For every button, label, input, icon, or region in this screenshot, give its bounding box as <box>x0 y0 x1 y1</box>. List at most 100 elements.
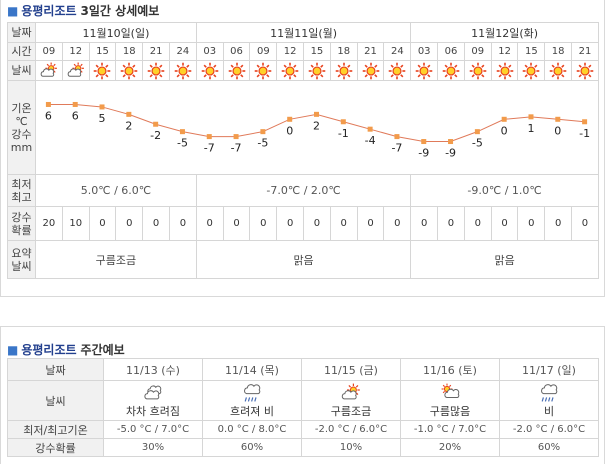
prob-cell: 0 <box>571 206 599 241</box>
partly-cloudy-icon <box>61 60 90 81</box>
temperature-label: 2 <box>125 119 132 132</box>
sun-icon <box>490 60 519 81</box>
temperature-point <box>179 129 185 135</box>
sun-icon <box>329 60 358 81</box>
prob-cell: 0 <box>195 206 224 241</box>
rain-icon <box>204 383 301 403</box>
weekly-minmax: -2.0 °C / 6.0°C <box>301 420 401 439</box>
temperature-label: -7 <box>391 142 402 155</box>
weekly-prob: 20% <box>400 438 500 457</box>
weekly-date: 11/17 (일) <box>499 358 599 381</box>
temperature-label: -2 <box>150 129 161 142</box>
weekly-prob-label: 강수확률 <box>7 438 104 457</box>
hour-cell: 18 <box>544 42 573 61</box>
weekly-weather-text: 차차 흐려짐 <box>125 404 181 418</box>
temperature-label: 0 <box>286 124 293 137</box>
weekly-minmax: 0.0 °C / 8.0°C <box>202 420 302 439</box>
prob-cell: 0 <box>437 206 465 241</box>
day-minmax: 5.0℃ / 6.0℃ <box>35 174 197 207</box>
title-bullet-icon: ■ <box>7 4 19 18</box>
hour-cell: 24 <box>383 42 412 61</box>
temperature-label: 0 <box>501 124 508 137</box>
weekly-minmax-row: 최저/최고기온 -5.0 °C / 7.0°C 0.0 °C / 8.0°C -2.… <box>7 420 599 439</box>
temperature-point <box>206 134 212 140</box>
prob-cell: 0 <box>356 206 385 241</box>
day-minmax: -7.0℃ / 2.0℃ <box>195 174 412 207</box>
day-summary: 맑음 <box>410 240 599 279</box>
day-summary: 맑음 <box>195 240 412 279</box>
sun-icon <box>168 60 197 81</box>
temperature-label: -4 <box>365 134 376 147</box>
hour-cell: 03 <box>410 42 439 61</box>
weekly-minmax: -5.0 °C / 7.0°C <box>103 420 203 439</box>
sun-icon <box>356 60 385 81</box>
hour-cell: 15 <box>88 42 117 61</box>
temperature-label: -1 <box>338 127 349 140</box>
sun-icon <box>276 60 305 81</box>
prob-cell: 0 <box>490 206 519 241</box>
temperature-point <box>340 119 346 125</box>
prob-cell: 0 <box>276 206 305 241</box>
temperature-point <box>287 116 293 122</box>
hour-cell: 03 <box>195 42 224 61</box>
hour-cell: 21 <box>142 42 170 61</box>
sun-icon <box>383 60 412 81</box>
summary-row: 요약 날씨 구름조금 맑음 맑음 <box>7 240 599 279</box>
weekly-weather: 비 <box>499 380 599 421</box>
temperature-point <box>367 126 373 132</box>
weekly-weather-text: 비 <box>543 404 555 418</box>
prob-cell: 0 <box>329 206 358 241</box>
prob-cell: 0 <box>115 206 144 241</box>
day-date: 11월10일(일) <box>35 22 197 43</box>
minmax-row: 최저 최고 5.0℃ / 6.0℃ -7.0℃ / 2.0℃ -9.0℃ / 1… <box>7 174 599 207</box>
time-label: 시간 <box>7 42 36 61</box>
temperature-point <box>555 116 561 122</box>
weekly-prob: 10% <box>301 438 401 457</box>
weekly-prob-row: 강수확률 30% 60% 10% 20% 60% <box>7 438 599 457</box>
temperature-label: 0 <box>554 124 561 137</box>
weekly-date-label: 날짜 <box>7 358 104 381</box>
temperature-point <box>233 134 239 140</box>
sun-icon <box>517 60 546 81</box>
weekly-weather-row: 날씨 차차 흐려짐 흐려져 비 구름조금 구름많음 비 <box>7 380 599 421</box>
sun-icon <box>437 60 465 81</box>
hour-cell: 06 <box>437 42 465 61</box>
temperature-point <box>501 116 507 122</box>
temperature-label: 2 <box>313 119 320 132</box>
prob-cell: 0 <box>463 206 492 241</box>
hour-cell: 12 <box>276 42 305 61</box>
hour-cell: 09 <box>249 42 278 61</box>
weekly-weather: 차차 흐려짐 <box>103 380 203 421</box>
weekly-date: 11/15 (금) <box>301 358 401 381</box>
temperature-label: -9 <box>418 147 429 160</box>
weekly-prob: 30% <box>103 438 203 457</box>
temperature-point <box>448 139 454 145</box>
temperature-point <box>99 104 105 110</box>
sun-icon <box>222 60 251 81</box>
temperature-label: -5 <box>257 137 268 150</box>
summary-label: 요약 날씨 <box>7 240 36 279</box>
minmax-label: 최저 최고 <box>7 174 36 207</box>
hour-cell: 09 <box>463 42 492 61</box>
sun-icon <box>249 60 278 81</box>
weekly-minmax: -2.0 °C / 6.0°C <box>499 420 599 439</box>
weekly-date: 11/14 (목) <box>202 358 302 381</box>
hour-cell: 21 <box>356 42 385 61</box>
weekly-weather: 흐려져 비 <box>202 380 302 421</box>
hour-cell: 06 <box>222 42 251 61</box>
hour-row: 시간 09 12 15 18 21 24 03 06 09 12 15 18 21 24 03 06 09 12 1… <box>7 42 599 61</box>
temp-chart-cell <box>35 80 599 175</box>
date-row: 날짜 11월10일(일) 11월11일(월) 11월12일(화) <box>7 22 599 43</box>
prob-label: 강수 확률 <box>7 206 36 241</box>
sun-icon <box>303 60 331 81</box>
weather-icon-row: 날씨 <box>7 60 599 81</box>
mostly-cloudy-icon <box>402 383 499 403</box>
temperature-label: 1 <box>527 122 534 135</box>
temperature-point <box>45 101 51 107</box>
weekly-minmax-label: 최저/최고기온 <box>7 420 104 439</box>
temperature-point <box>394 134 400 140</box>
temperature-point <box>153 121 159 127</box>
temperature-label: -7 <box>204 142 215 155</box>
temp-precip-label: 기온 ℃ 강수 mm <box>7 80 36 175</box>
temperature-point <box>72 101 78 107</box>
